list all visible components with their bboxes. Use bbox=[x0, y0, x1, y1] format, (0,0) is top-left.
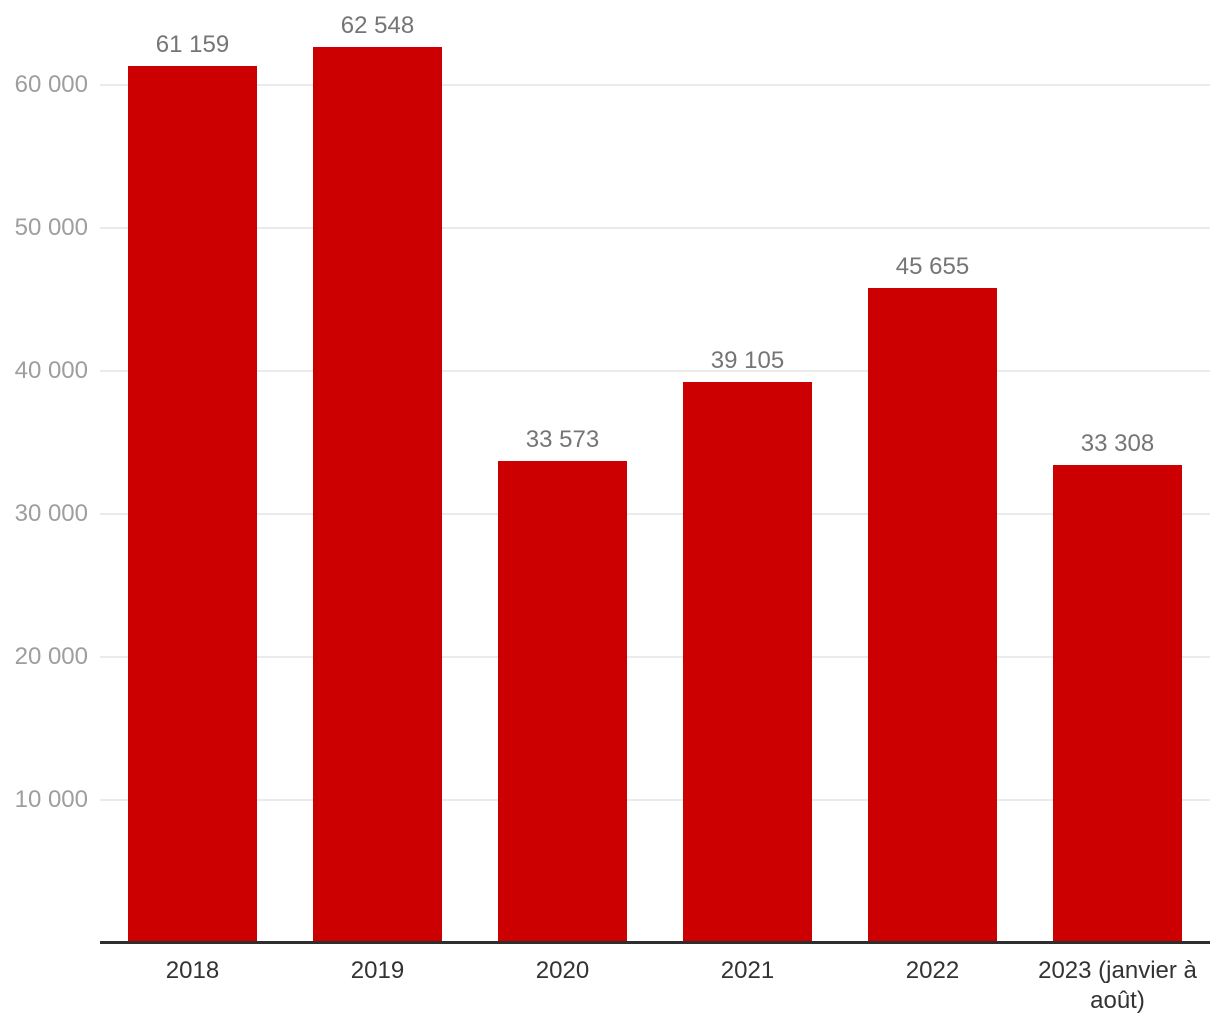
gridline bbox=[100, 226, 1210, 229]
y-axis-tick-label: 10 000 bbox=[14, 785, 88, 813]
bar-value-label: 33 308 bbox=[1080, 429, 1155, 457]
bar-value-label: 33 573 bbox=[525, 425, 600, 453]
bar-2020 bbox=[498, 460, 627, 941]
gridline bbox=[100, 83, 1210, 86]
gridline bbox=[100, 798, 1210, 801]
y-axis-tick-label: 20 000 bbox=[14, 642, 88, 670]
y-axis-tick-label: 40 000 bbox=[14, 356, 88, 384]
gridline bbox=[100, 369, 1210, 372]
bar-2019 bbox=[313, 46, 442, 941]
bar-2023 bbox=[1053, 464, 1182, 941]
gridline bbox=[100, 512, 1210, 515]
bar-value-label: 45 655 bbox=[895, 253, 970, 281]
x-axis-tick-label: 2019 bbox=[350, 957, 405, 984]
x-axis-tick-label: 2020 bbox=[535, 957, 590, 984]
y-axis-tick-label: 60 000 bbox=[14, 70, 88, 98]
y-axis-tick-label: 30 000 bbox=[14, 499, 88, 527]
x-axis-tick-label: 2023 (janvier à août) bbox=[1038, 957, 1197, 1014]
y-axis-tick-label: 50 000 bbox=[14, 213, 88, 241]
x-axis-line bbox=[100, 941, 1210, 944]
bar-value-label: 39 105 bbox=[710, 346, 785, 374]
bar-2018 bbox=[128, 66, 257, 941]
x-axis-tick-label: 2018 bbox=[165, 957, 220, 984]
bar-2022 bbox=[868, 288, 997, 941]
bar-2021 bbox=[683, 381, 812, 941]
gridline bbox=[100, 655, 1210, 658]
x-axis-tick-label: 2021 bbox=[720, 957, 775, 984]
bar-value-label: 62 548 bbox=[340, 11, 415, 39]
bar-value-label: 61 159 bbox=[155, 31, 230, 59]
x-axis-tick-label: 2022 bbox=[905, 957, 960, 984]
